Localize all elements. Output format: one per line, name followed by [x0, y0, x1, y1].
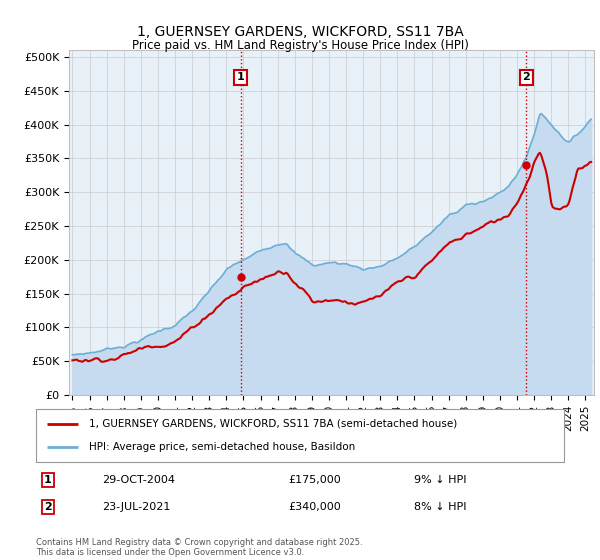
Text: 1, GUERNSEY GARDENS, WICKFORD, SS11 7BA (semi-detached house): 1, GUERNSEY GARDENS, WICKFORD, SS11 7BA … [89, 419, 457, 429]
Text: 29-OCT-2004: 29-OCT-2004 [102, 475, 175, 485]
Text: HPI: Average price, semi-detached house, Basildon: HPI: Average price, semi-detached house,… [89, 442, 355, 452]
Text: 8% ↓ HPI: 8% ↓ HPI [414, 502, 467, 512]
Text: £175,000: £175,000 [288, 475, 341, 485]
Text: 23-JUL-2021: 23-JUL-2021 [102, 502, 170, 512]
Text: 1, GUERNSEY GARDENS, WICKFORD, SS11 7BA: 1, GUERNSEY GARDENS, WICKFORD, SS11 7BA [137, 25, 463, 39]
Text: 1: 1 [44, 475, 52, 485]
Text: £340,000: £340,000 [288, 502, 341, 512]
Text: Contains HM Land Registry data © Crown copyright and database right 2025.
This d: Contains HM Land Registry data © Crown c… [36, 538, 362, 557]
Text: 2: 2 [44, 502, 52, 512]
FancyBboxPatch shape [36, 409, 564, 462]
Text: 9% ↓ HPI: 9% ↓ HPI [414, 475, 467, 485]
Text: Price paid vs. HM Land Registry's House Price Index (HPI): Price paid vs. HM Land Registry's House … [131, 39, 469, 52]
Text: 2: 2 [523, 72, 530, 82]
Text: 1: 1 [236, 72, 244, 82]
